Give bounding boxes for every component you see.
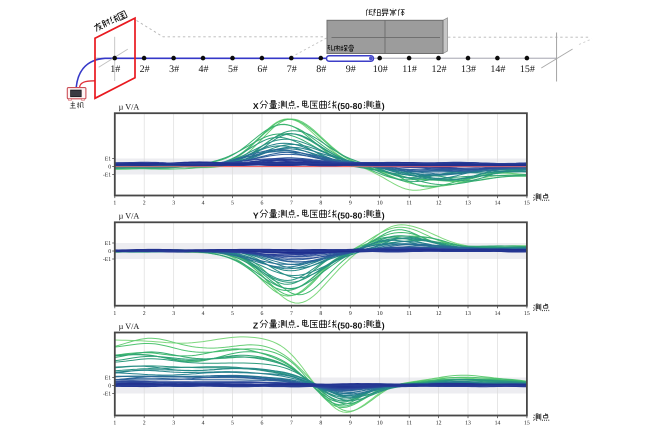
svg-text:2#: 2# <box>140 64 150 75</box>
svg-text:): ) <box>382 210 385 220</box>
svg-text:3: 3 <box>172 201 175 207</box>
svg-text:13: 13 <box>465 201 471 207</box>
svg-text:E1: E1 <box>105 157 112 163</box>
svg-text:9: 9 <box>349 201 352 207</box>
svg-text:-: - <box>297 101 300 111</box>
svg-text:15: 15 <box>524 201 530 207</box>
svg-text:1: 1 <box>113 201 116 207</box>
svg-text:-E1: -E1 <box>103 257 111 263</box>
svg-text:1: 1 <box>113 311 116 317</box>
svg-text:1: 1 <box>113 421 116 427</box>
svg-text:2: 2 <box>143 311 146 317</box>
svg-text:10#: 10# <box>373 64 388 75</box>
svg-text:13: 13 <box>465 311 471 317</box>
svg-text:6: 6 <box>261 421 264 427</box>
svg-text:(50-80: (50-80 <box>337 321 362 331</box>
svg-text:14: 14 <box>495 201 501 207</box>
svg-text:-: - <box>297 210 300 220</box>
svg-text:15: 15 <box>524 421 530 427</box>
svg-text:14#: 14# <box>490 64 505 75</box>
svg-text:2: 2 <box>143 201 146 207</box>
svg-text:0: 0 <box>108 384 111 390</box>
svg-text:5: 5 <box>231 421 234 427</box>
svg-text:E1: E1 <box>105 376 112 382</box>
svg-text:10: 10 <box>377 201 383 207</box>
svg-text:µ V/A: µ V/A <box>119 103 140 112</box>
svg-text:14: 14 <box>495 421 501 427</box>
svg-text:E1: E1 <box>105 241 112 247</box>
svg-text:7: 7 <box>290 201 293 207</box>
svg-text:15: 15 <box>524 311 530 317</box>
svg-text:6#: 6# <box>257 64 267 75</box>
svg-text:6: 6 <box>261 201 264 207</box>
svg-text:4: 4 <box>202 421 205 427</box>
svg-text:): ) <box>382 101 385 111</box>
svg-text:µ V/A: µ V/A <box>119 322 140 331</box>
svg-text:12: 12 <box>436 201 442 207</box>
svg-text:2: 2 <box>143 421 146 427</box>
svg-text:6: 6 <box>261 311 264 317</box>
svg-text:3#: 3# <box>169 64 179 75</box>
svg-text:3: 3 <box>172 311 175 317</box>
svg-text:4#: 4# <box>199 64 209 75</box>
svg-text:9: 9 <box>349 421 352 427</box>
svg-text:8#: 8# <box>316 64 326 75</box>
svg-text:13#: 13# <box>461 64 476 75</box>
svg-text:1#: 1# <box>110 64 120 75</box>
svg-text:11: 11 <box>406 201 412 207</box>
svg-text:0: 0 <box>108 165 111 171</box>
svg-text:(50-80: (50-80 <box>337 101 362 111</box>
svg-text:12#: 12# <box>432 64 447 75</box>
svg-text:3: 3 <box>172 421 175 427</box>
svg-text:11#: 11# <box>402 64 417 75</box>
svg-text:13: 13 <box>465 421 471 427</box>
svg-text:Z: Z <box>253 321 258 331</box>
svg-text:): ) <box>382 321 385 331</box>
svg-text:12: 12 <box>436 311 442 317</box>
svg-text:14: 14 <box>495 311 501 317</box>
svg-text:11: 11 <box>406 421 412 427</box>
svg-text:7: 7 <box>290 311 293 317</box>
svg-text:7#: 7# <box>287 64 297 75</box>
svg-text:5#: 5# <box>228 64 238 75</box>
svg-text:-E1: -E1 <box>103 173 111 179</box>
svg-text:-: - <box>297 320 300 330</box>
svg-text:4: 4 <box>202 311 205 317</box>
svg-text:5: 5 <box>231 201 234 207</box>
svg-text:7: 7 <box>290 421 293 427</box>
svg-text:X: X <box>253 101 259 111</box>
svg-text:9: 9 <box>349 311 352 317</box>
svg-text:8: 8 <box>319 311 322 317</box>
svg-text:9#: 9# <box>346 64 356 75</box>
svg-text:µ V/A: µ V/A <box>119 212 140 221</box>
svg-text:4: 4 <box>202 201 205 207</box>
svg-text:11: 11 <box>406 311 412 317</box>
svg-text:15#: 15# <box>520 64 535 75</box>
svg-text:5: 5 <box>231 311 234 317</box>
svg-text:8: 8 <box>319 201 322 207</box>
svg-text:-E1: -E1 <box>103 392 111 398</box>
svg-text:10: 10 <box>377 421 383 427</box>
svg-text:10: 10 <box>377 311 383 317</box>
svg-text:(50-80: (50-80 <box>337 210 362 220</box>
svg-text:8: 8 <box>319 421 322 427</box>
svg-text:12: 12 <box>436 421 442 427</box>
svg-text:0: 0 <box>108 249 111 255</box>
svg-text:Y: Y <box>253 210 259 220</box>
